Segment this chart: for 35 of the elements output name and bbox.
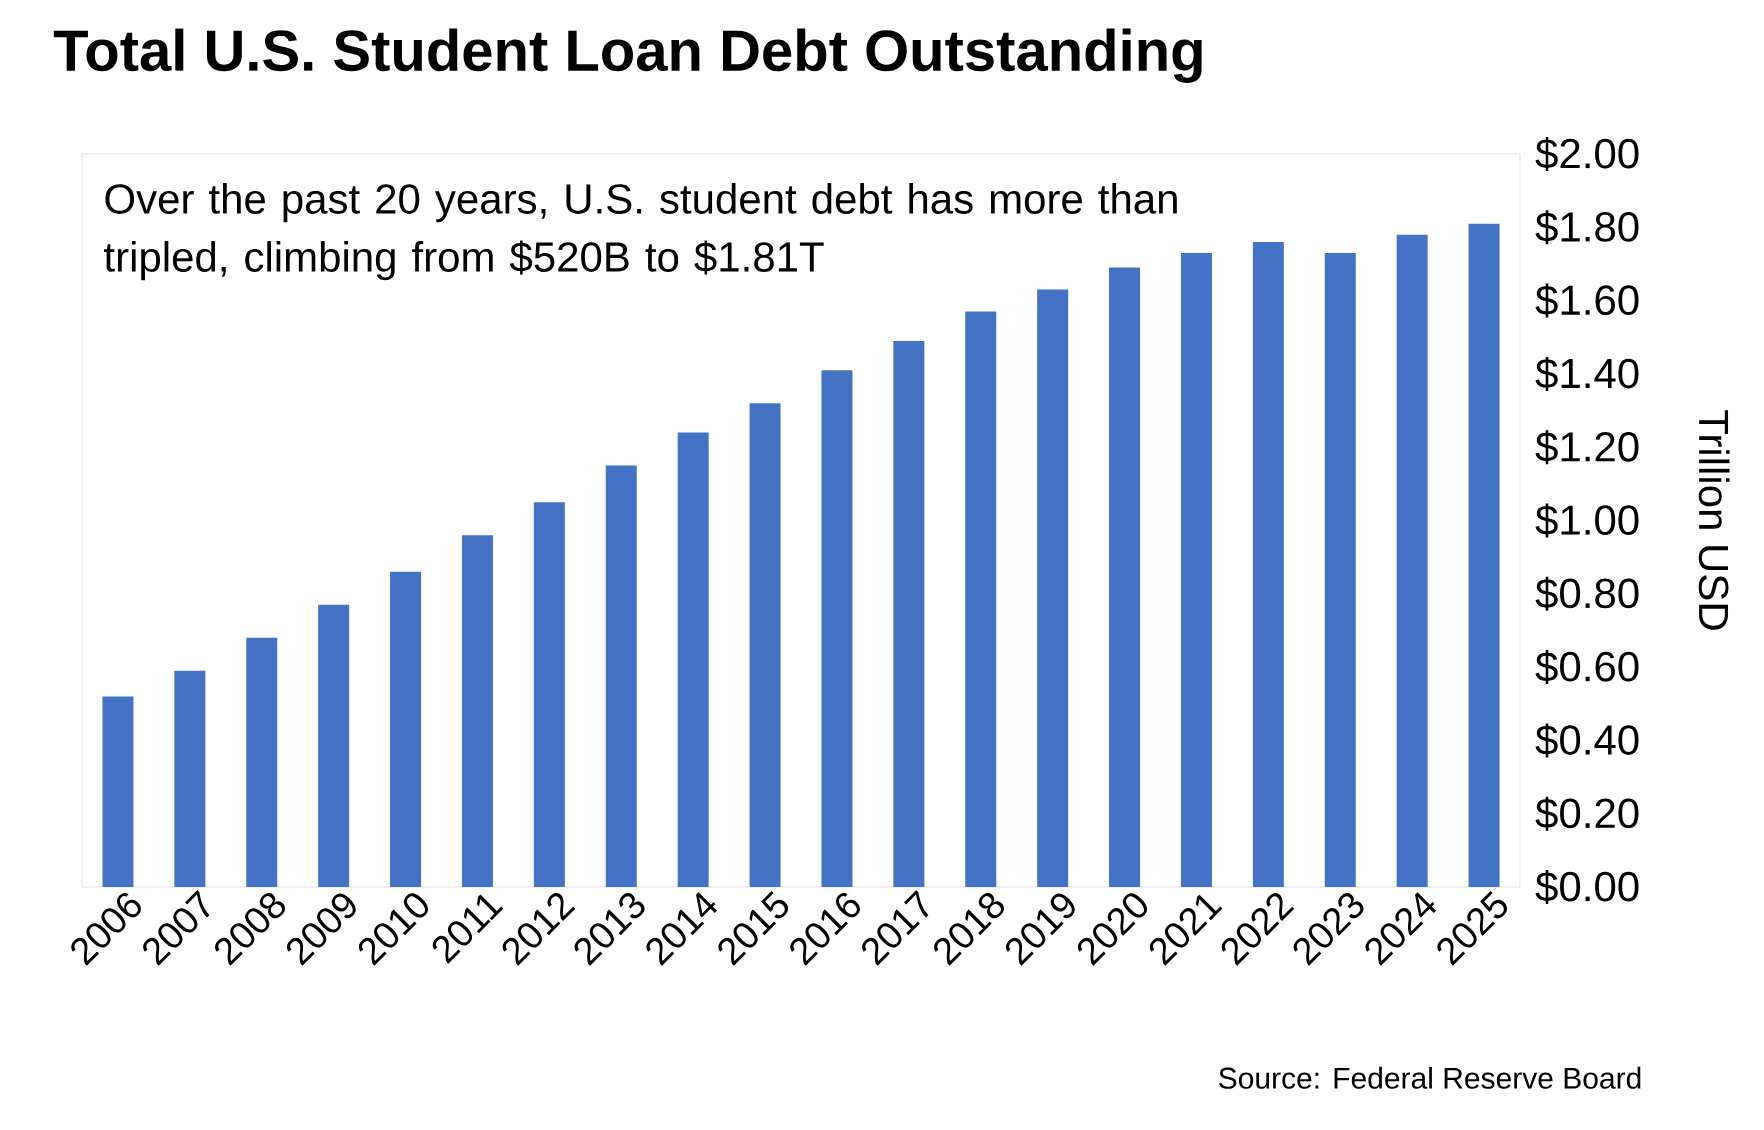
y-tick-label: $1.80 — [1535, 210, 1639, 245]
bar — [893, 340, 925, 887]
bar — [821, 370, 853, 887]
bar — [749, 403, 781, 887]
y-tick-label: $1.20 — [1535, 430, 1639, 465]
bar — [461, 535, 493, 887]
bar — [1324, 252, 1356, 887]
y-tick-label: $1.60 — [1535, 283, 1639, 318]
y-tick-label: $0.00 — [1535, 870, 1639, 905]
y-axis-title: Trillion USD — [1698, 410, 1730, 630]
bar — [533, 502, 565, 887]
source-note: Source: Federal Reserve Board — [1219, 1066, 1641, 1089]
annotation: Over the past 20 years, U.S. student debt has more than tripled, climbing from $520B to $1.81T — [104, 183, 1177, 281]
chart-title: Total U.S. Student Loan Debt Outstanding — [53, 28, 1202, 83]
y-tick-label: $0.20 — [1535, 796, 1639, 831]
y-tick-label: $0.80 — [1535, 576, 1639, 611]
y-tick-label: $0.60 — [1535, 650, 1639, 685]
y-tick-label: $1.00 — [1535, 503, 1639, 538]
y-tick-label: $2.00 — [1535, 137, 1639, 171]
bar — [1180, 252, 1212, 887]
bar — [390, 571, 422, 887]
bar — [246, 637, 278, 887]
y-tick-label: $1.40 — [1535, 356, 1639, 391]
bar — [1109, 267, 1141, 887]
bar — [1396, 234, 1428, 887]
bar — [318, 604, 350, 887]
bar — [1037, 289, 1069, 887]
bar — [1468, 223, 1500, 887]
bar — [1252, 241, 1284, 887]
bar — [605, 465, 637, 887]
bar — [965, 311, 997, 887]
bar — [102, 696, 134, 887]
bar — [677, 432, 709, 887]
y-tick-label: $0.40 — [1535, 723, 1639, 758]
bar — [174, 670, 206, 887]
